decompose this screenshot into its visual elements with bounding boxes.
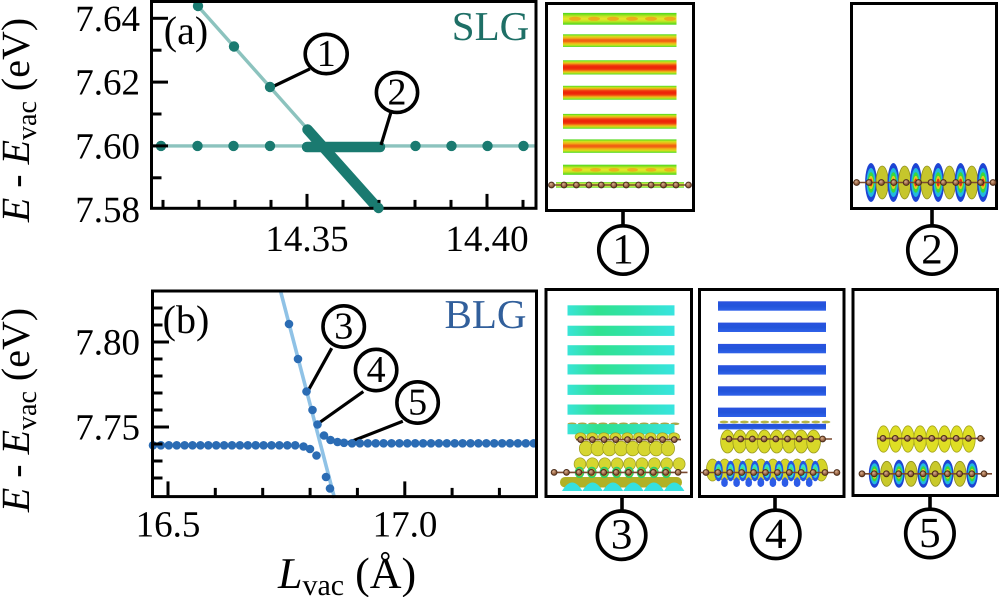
svg-text:14.40: 14.40 <box>445 219 528 260</box>
svg-text:16.5: 16.5 <box>136 505 201 546</box>
svg-text:7.80: 7.80 <box>75 323 140 364</box>
svg-text:E - Evac (eV): E - Evac (eV) <box>0 308 43 513</box>
svg-text:3: 3 <box>611 512 633 559</box>
svg-text:BLG: BLG <box>445 291 527 337</box>
svg-text:(a): (a) <box>164 8 208 53</box>
svg-text:17.0: 17.0 <box>373 505 438 546</box>
svg-text:2: 2 <box>388 71 407 113</box>
svg-text:3: 3 <box>334 306 353 348</box>
svg-text:Lvac (Å): Lvac (Å) <box>277 549 416 597</box>
svg-text:5: 5 <box>408 382 427 424</box>
svg-text:7.58: 7.58 <box>75 190 140 231</box>
svg-text:1: 1 <box>317 33 336 75</box>
svg-text:7.62: 7.62 <box>75 63 140 104</box>
svg-text:(b): (b) <box>163 297 210 342</box>
svg-text:7.75: 7.75 <box>75 408 140 449</box>
svg-text:1: 1 <box>612 227 634 274</box>
svg-text:4: 4 <box>765 511 787 558</box>
svg-text:SLG: SLG <box>452 3 529 49</box>
svg-text:2: 2 <box>921 227 943 274</box>
svg-text:7.60: 7.60 <box>75 126 140 167</box>
svg-text:7.64: 7.64 <box>75 0 140 40</box>
svg-text:14.35: 14.35 <box>265 219 348 260</box>
svg-text:4: 4 <box>367 349 386 391</box>
svg-text:E - Evac (eV): E - Evac (eV) <box>0 18 43 223</box>
svg-text:5: 5 <box>919 510 941 557</box>
